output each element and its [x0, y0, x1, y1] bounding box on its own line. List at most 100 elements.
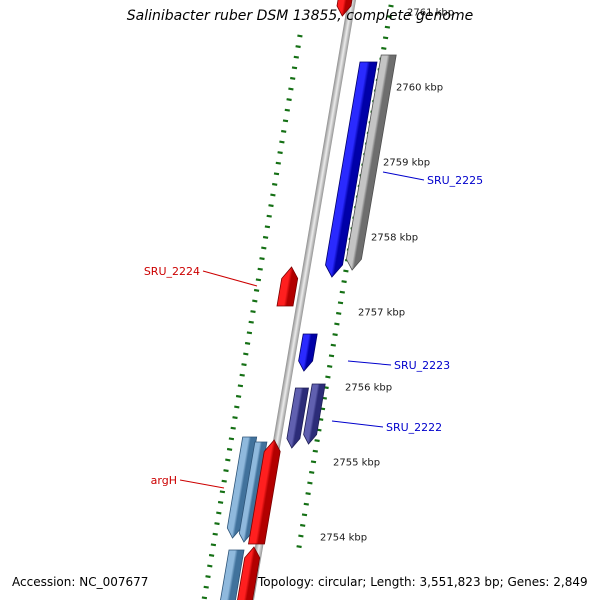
ruler-dash — [282, 119, 289, 123]
ruler-dash — [301, 513, 308, 517]
ruler-dash — [388, 4, 394, 8]
ruler-dash — [290, 76, 296, 80]
ruler-dash — [272, 182, 278, 186]
ruler-tick-label: 2761 kbp — [407, 8, 454, 19]
ruler-dash — [286, 98, 292, 102]
ruler-dash — [297, 34, 303, 38]
gene-arrow-SRU_2222-b[interactable] — [303, 383, 326, 445]
label-leader-line — [202, 270, 258, 287]
ruler-dash — [291, 66, 298, 70]
ruler-dash — [248, 320, 254, 324]
gene-arrow-argH-b[interactable] — [238, 441, 268, 543]
gene-label-SRU_2223[interactable]: SRU_2223 — [394, 359, 450, 372]
map-title: Salinibacter ruber DSM 13855, complete g… — [126, 8, 474, 24]
status-topology: Topology: circular; Length: 3,551,823 bp… — [258, 575, 588, 589]
ruler-dash — [288, 87, 294, 91]
ruler-dash — [330, 343, 336, 347]
gene-arrow-bottom-steel[interactable] — [220, 549, 245, 600]
ruler-tick-label: 2758 kbp — [371, 233, 418, 244]
ruler-dash — [219, 490, 226, 494]
ruler-dash — [244, 341, 251, 345]
ruler-dash — [216, 511, 222, 515]
ruler-dash — [300, 523, 306, 527]
ruler-dash — [270, 193, 276, 197]
gene-arrow-top-fragment[interactable] — [336, 0, 353, 17]
gene-label-argH[interactable]: argH — [151, 474, 177, 487]
label-leader-line — [331, 420, 384, 428]
ruler-dash — [386, 15, 392, 19]
ruler-dash — [284, 108, 290, 112]
gene-label-SRU_2222[interactable]: SRU_2222 — [386, 421, 442, 434]
ruler-dash — [210, 543, 217, 547]
ruler-dash — [310, 460, 317, 464]
ruler-dash — [382, 36, 389, 40]
ruler-dash — [250, 310, 256, 314]
ruler-dash — [325, 375, 331, 379]
gene-arrow-SRU_2225[interactable] — [325, 61, 378, 278]
ruler-tick-label: 2760 kbp — [396, 83, 443, 94]
label-leader-line — [382, 171, 425, 181]
ruler-dash — [293, 55, 299, 59]
ruler-dash — [343, 269, 349, 273]
gene-arrow-SRU_2222-a[interactable] — [286, 387, 309, 449]
ruler-dash — [327, 364, 333, 368]
ruler-dash — [217, 500, 224, 504]
ruler-dash — [207, 564, 213, 568]
ruler-dash — [259, 257, 265, 261]
ruler-dash — [203, 585, 209, 589]
ruler-dash — [225, 458, 231, 462]
ruler-dash — [221, 479, 227, 483]
gene-arrow-SRU_2224[interactable] — [276, 266, 299, 307]
ruler-dash — [303, 502, 309, 506]
ruler-dash — [305, 492, 311, 496]
ruler-dash — [252, 299, 258, 303]
ruler-dash — [208, 553, 215, 557]
ruler-dash — [232, 416, 238, 420]
gene-arrow-SRU_2225-pair[interactable] — [345, 54, 397, 271]
ruler-tick-label: 2757 kbp — [358, 308, 405, 319]
ruler-dash — [243, 352, 249, 356]
ruler-dash — [277, 151, 283, 155]
ruler-dash — [295, 45, 301, 49]
ruler-dash-line — [201, 34, 303, 600]
gene-label-SRU_2224[interactable]: SRU_2224 — [144, 265, 200, 278]
ruler-dash — [234, 405, 240, 409]
ruler-dash — [314, 439, 320, 443]
gene-arrow-SRU_2223[interactable] — [298, 333, 318, 372]
ruler-dash — [257, 267, 263, 271]
ruler-dash — [336, 311, 342, 315]
ruler-dash — [341, 280, 347, 284]
label-leader-line — [347, 360, 392, 366]
ruler-dash — [262, 235, 269, 239]
ruler-dash — [255, 278, 262, 282]
ruler-dash — [307, 481, 313, 485]
ruler-dash — [332, 333, 338, 337]
ruler-tick-label: 2755 kbp — [333, 458, 380, 469]
ruler-dash — [239, 373, 245, 377]
ruler-dash — [241, 363, 247, 367]
ruler-dash — [268, 204, 274, 208]
gene-label-SRU_2225[interactable]: SRU_2225 — [427, 174, 483, 187]
ruler-dash — [253, 288, 260, 292]
ruler-dash — [334, 322, 340, 326]
ruler-dash — [235, 394, 242, 398]
ruler-dash — [312, 449, 318, 453]
ruler-dash — [381, 46, 387, 50]
gene-arrow-argH-red[interactable] — [248, 439, 281, 545]
gene-arrow-argH-a[interactable] — [226, 436, 258, 539]
ruler-dash — [230, 426, 236, 430]
ruler-dash — [228, 437, 235, 441]
gene-arrow-bottom-red[interactable] — [237, 546, 261, 600]
ruler-dash — [309, 470, 315, 474]
ruler-dash — [296, 545, 302, 549]
ruler-dash — [226, 447, 233, 451]
ruler-dash — [281, 129, 287, 133]
ruler-tick-label: 2754 kbp — [320, 533, 367, 544]
ruler-dash — [273, 172, 280, 176]
ruler-dash — [246, 331, 253, 335]
ruler-tick-label: 2756 kbp — [345, 383, 392, 394]
ruler-dash — [279, 140, 285, 144]
ruler-dash — [339, 290, 345, 294]
